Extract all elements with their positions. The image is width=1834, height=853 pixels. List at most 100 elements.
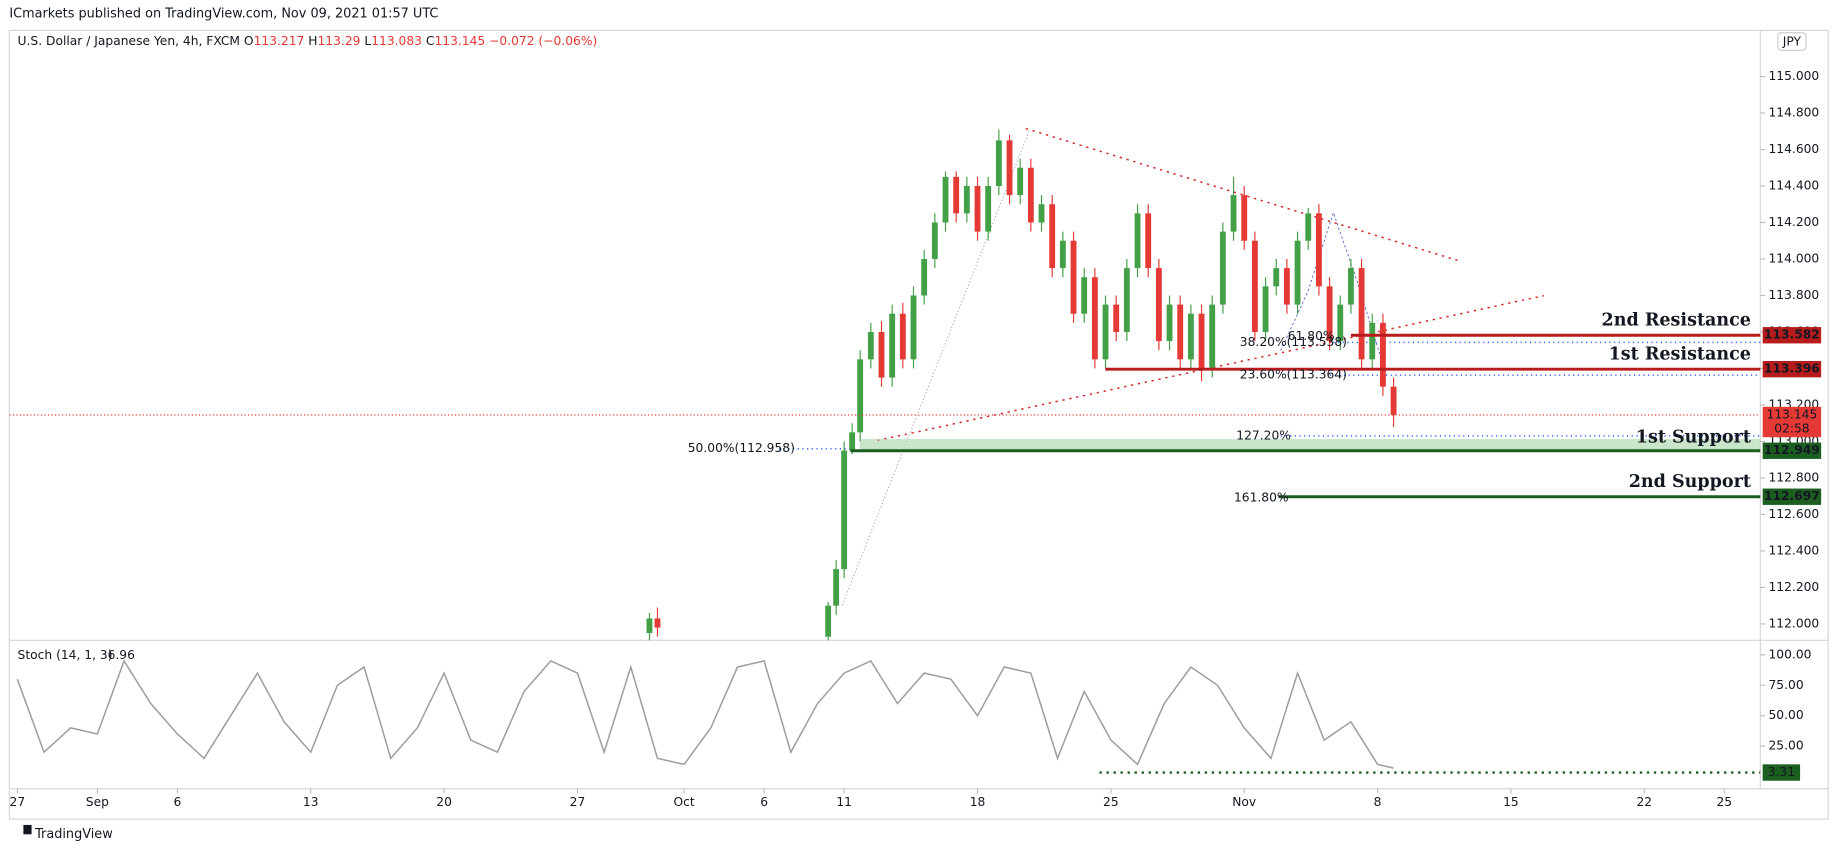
- x-tick-label: 20: [436, 795, 452, 809]
- candle-body: [1294, 240, 1301, 305]
- close: 113.145: [434, 33, 485, 47]
- candle-body: [1081, 277, 1088, 314]
- candle-body: [995, 140, 1002, 186]
- stoch-line: [16, 659, 1394, 769]
- candle-body: [1315, 213, 1322, 287]
- x-tick-label: Sep: [86, 795, 109, 809]
- trend-line: [877, 294, 1545, 442]
- candle-body: [1262, 286, 1269, 332]
- fib-line: [841, 130, 1030, 606]
- y-tick-label: 100.00: [1769, 647, 1812, 661]
- x-tick-label: 25: [1716, 795, 1732, 809]
- candle-body: [867, 331, 874, 360]
- stoch-level-value: 3.31: [1768, 765, 1795, 779]
- level-value: 113.582: [1764, 328, 1820, 342]
- candle-body: [1155, 268, 1162, 342]
- x-tick-label: 25: [1103, 795, 1119, 809]
- stoch-last: 6.96: [108, 648, 136, 662]
- y-tick-label: 115.000: [1769, 69, 1820, 83]
- support-zone: [859, 439, 1761, 451]
- level-box: [1762, 488, 1822, 505]
- candle-body: [1187, 313, 1194, 360]
- symbol: U.S. Dollar / Japanese Yen, 4h, FXCM: [18, 33, 240, 47]
- candle-body: [921, 258, 928, 296]
- candle-body: [931, 222, 938, 259]
- y-tick-label: 112.400: [1769, 543, 1820, 557]
- x-tick-label: 6: [173, 795, 181, 809]
- candle-body: [654, 618, 661, 628]
- candle-body: [1113, 304, 1120, 332]
- candle-body: [1305, 213, 1312, 241]
- x-tick-label: Nov: [1232, 795, 1256, 809]
- y-tick-label: 112.000: [1769, 616, 1820, 630]
- low: 113.083: [371, 33, 422, 47]
- candle-body: [1091, 277, 1098, 360]
- x-tick-label: 18: [970, 795, 986, 809]
- candle-body: [1027, 167, 1034, 223]
- candle-body: [889, 313, 896, 378]
- publisher: ICmarkets published on TradingView.com, …: [9, 7, 438, 22]
- candle-body: [910, 295, 917, 360]
- currency-box[interactable]: [1777, 32, 1807, 51]
- x-tick-label: 8: [1374, 795, 1382, 809]
- candle-body: [1038, 204, 1045, 223]
- candle-body: [1049, 204, 1056, 269]
- candle-body: [1134, 213, 1141, 269]
- fib-label: 161.80%: [1234, 490, 1289, 504]
- candle-body: [1390, 386, 1397, 415]
- x-tick-label: 15: [1503, 795, 1519, 809]
- y-tick-label: 113.800: [1769, 288, 1820, 302]
- candle-body: [878, 331, 885, 378]
- countdown: 02:58: [1774, 422, 1809, 436]
- fib-label: 61.80%: [1288, 329, 1335, 343]
- y-tick-label: 114.200: [1769, 215, 1820, 229]
- h-label: H: [308, 33, 317, 47]
- y-tick-label: 50.00: [1769, 708, 1804, 722]
- level-value: 113.396: [1764, 362, 1820, 376]
- level-value: 112.949: [1764, 443, 1820, 457]
- x-tick-label: 6: [760, 795, 768, 809]
- fib-label: 38.20%(113.538): [1240, 335, 1347, 349]
- y-tick-label: 112.200: [1769, 580, 1820, 594]
- candle-body: [985, 185, 992, 232]
- y-tick-label: 114.600: [1769, 142, 1820, 156]
- candle-body: [1251, 240, 1258, 332]
- candle-body: [942, 176, 949, 223]
- candle-body: [1379, 322, 1386, 387]
- x-tick-label: 22: [1636, 795, 1652, 809]
- stoch-level-box: [1762, 764, 1801, 781]
- candle-body: [1006, 140, 1013, 196]
- y-tick-label: 112.600: [1769, 507, 1820, 521]
- candle-body: [1209, 304, 1216, 369]
- c-label: C: [426, 33, 435, 47]
- candle-body: [849, 432, 856, 451]
- change: −0.072 (−0.06%): [489, 33, 597, 47]
- level-name: 2nd Resistance: [1602, 311, 1751, 331]
- candle-body: [963, 185, 970, 214]
- candle-body: [646, 618, 653, 634]
- currency[interactable]: JPY: [1782, 35, 1802, 49]
- candle-body: [1198, 313, 1205, 369]
- legend: U.S. Dollar / Japanese Yen, 4h, FXCM O11…: [18, 33, 598, 47]
- candle-body: [857, 359, 864, 433]
- y-tick-label: 25.00: [1769, 739, 1804, 753]
- candle-body: [1273, 268, 1280, 287]
- candle-body: [1166, 304, 1173, 342]
- candle-body: [833, 569, 840, 606]
- level-name: 1st Support: [1636, 427, 1751, 447]
- candle-body: [1219, 231, 1226, 305]
- y-tick-label: 114.000: [1769, 251, 1820, 265]
- candle-body: [953, 176, 960, 214]
- stoch-title: Stoch (14, 1, 3): [18, 648, 113, 662]
- fib-label: 23.60%(113.364): [1240, 368, 1347, 382]
- candle-body: [1070, 240, 1077, 314]
- y-tick-label: 114.400: [1769, 178, 1820, 192]
- fib-zigzag: [1280, 211, 1387, 375]
- frame: [8, 29, 1829, 820]
- level-box: [1762, 327, 1822, 344]
- candle-body: [1347, 268, 1354, 305]
- candle-body: [1123, 268, 1130, 332]
- y-tick-label: 114.800: [1769, 106, 1820, 120]
- y-tick-label: 75.00: [1769, 678, 1804, 692]
